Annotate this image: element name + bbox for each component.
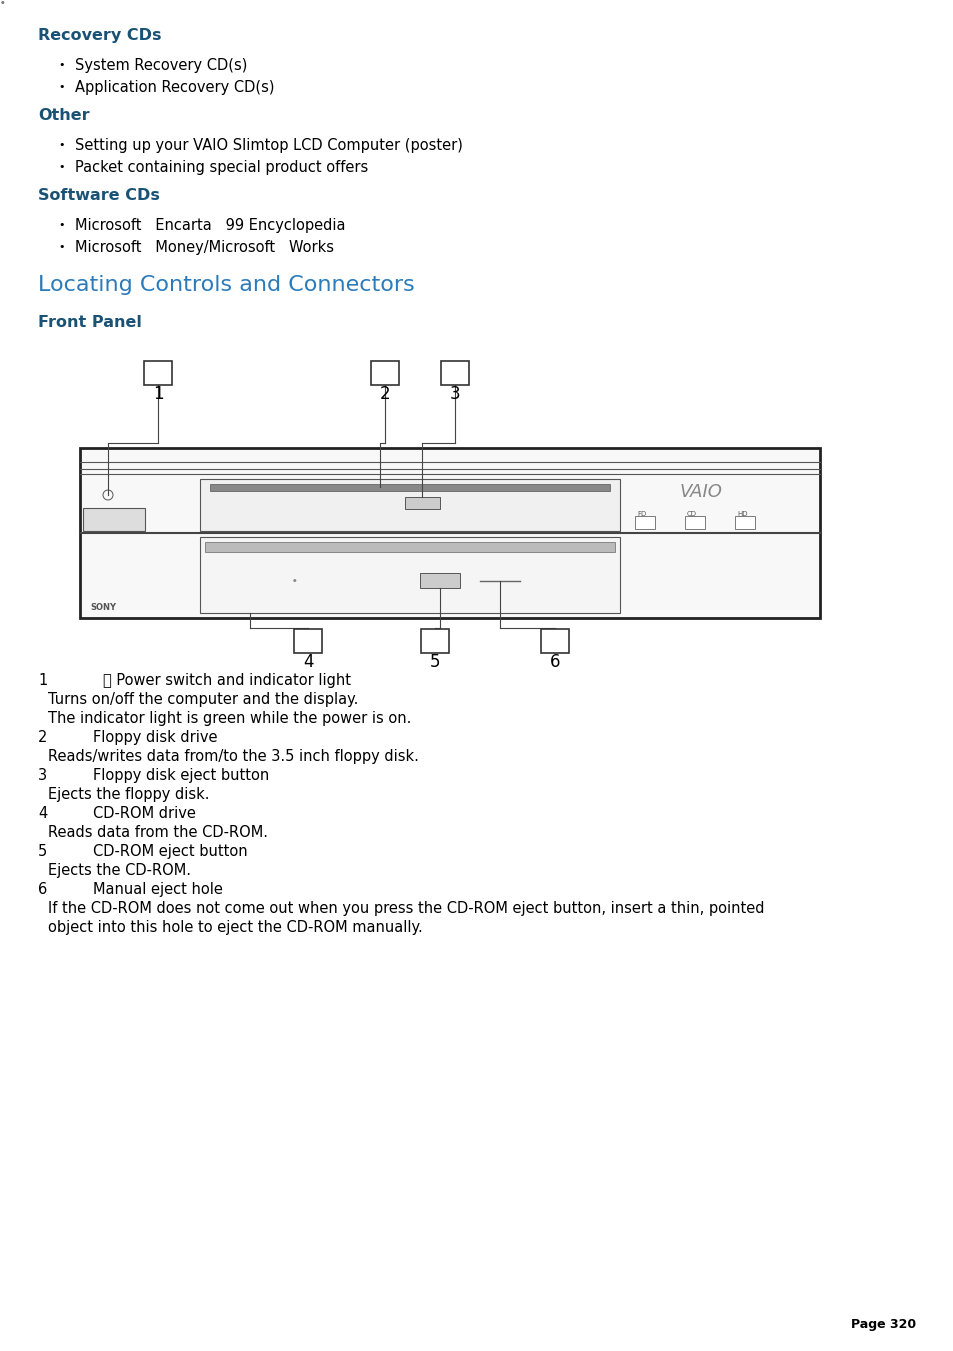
Polygon shape [210,484,609,490]
Text: Ejects the floppy disk.: Ejects the floppy disk. [48,788,210,802]
Text: Ejects the CD-ROM.: Ejects the CD-ROM. [48,863,191,878]
Text: •: • [58,220,65,230]
Text: CD: CD [686,511,697,517]
Polygon shape [200,536,619,613]
Text: Reads data from the CD-ROM.: Reads data from the CD-ROM. [48,825,268,840]
Text: Microsoft   Money/Microsoft   Works: Microsoft Money/Microsoft Works [75,240,334,255]
Text: VAIO: VAIO [679,484,722,501]
Text: Reads/writes data from/to the 3.5 inch floppy disk.: Reads/writes data from/to the 3.5 inch f… [48,748,418,765]
Text: 4: 4 [302,653,313,671]
Text: If the CD-ROM does not come out when you press the CD-ROM eject button, insert a: If the CD-ROM does not come out when you… [48,901,763,916]
Text: 1: 1 [38,673,48,688]
Text: 5: 5 [429,653,439,671]
Text: 3: 3 [449,385,460,403]
Polygon shape [540,630,568,653]
Polygon shape [440,361,469,385]
Text: Setting up your VAIO Slimtop LCD Computer (poster): Setting up your VAIO Slimtop LCD Compute… [75,138,462,153]
Text: Floppy disk eject button: Floppy disk eject button [92,767,269,784]
Text: Packet containing special product offers: Packet containing special product offers [75,159,368,176]
Text: •: • [58,141,65,150]
Text: Locating Controls and Connectors: Locating Controls and Connectors [38,276,415,295]
Text: 6: 6 [549,653,559,671]
Text: Application Recovery CD(s): Application Recovery CD(s) [75,80,274,95]
Text: Software CDs: Software CDs [38,188,160,203]
Polygon shape [294,630,322,653]
Text: •: • [58,162,65,172]
Polygon shape [371,361,398,385]
Text: ⏻ Power switch and indicator light: ⏻ Power switch and indicator light [103,673,351,688]
Text: SONY: SONY [90,603,116,612]
Polygon shape [420,630,449,653]
Text: Page 320: Page 320 [850,1319,915,1331]
Text: 2: 2 [379,385,390,403]
Text: 4: 4 [38,807,48,821]
Polygon shape [684,516,704,530]
Polygon shape [80,449,820,617]
Text: Microsoft   Encarta   99 Encyclopedia: Microsoft Encarta 99 Encyclopedia [75,218,345,232]
Text: 5: 5 [38,844,48,859]
Text: Front Panel: Front Panel [38,315,142,330]
Text: FD: FD [637,511,645,517]
Text: CD-ROM drive: CD-ROM drive [92,807,195,821]
Polygon shape [83,508,145,531]
Text: The indicator light is green while the power is on.: The indicator light is green while the p… [48,711,411,725]
Text: ●: ● [0,0,4,4]
Text: Turns on/off the computer and the display.: Turns on/off the computer and the displa… [48,692,358,707]
Text: 6: 6 [38,882,48,897]
Polygon shape [419,573,459,588]
Text: •: • [58,59,65,70]
Polygon shape [635,516,655,530]
Text: 2: 2 [38,730,48,744]
Polygon shape [144,361,172,385]
Text: Manual eject hole: Manual eject hole [92,882,223,897]
Text: HD: HD [737,511,747,517]
Text: •: • [58,82,65,92]
Polygon shape [200,480,619,531]
Text: •: • [58,242,65,253]
Text: 1: 1 [152,385,163,403]
Text: ●: ● [293,580,296,584]
Polygon shape [405,497,439,509]
Text: CD-ROM eject button: CD-ROM eject button [92,844,248,859]
Polygon shape [734,516,754,530]
Text: Floppy disk drive: Floppy disk drive [92,730,217,744]
Text: System Recovery CD(s): System Recovery CD(s) [75,58,247,73]
Text: Other: Other [38,108,90,123]
Text: object into this hole to eject the CD-ROM manually.: object into this hole to eject the CD-RO… [48,920,422,935]
Text: 3: 3 [38,767,47,784]
Polygon shape [205,542,615,553]
Text: Recovery CDs: Recovery CDs [38,28,161,43]
